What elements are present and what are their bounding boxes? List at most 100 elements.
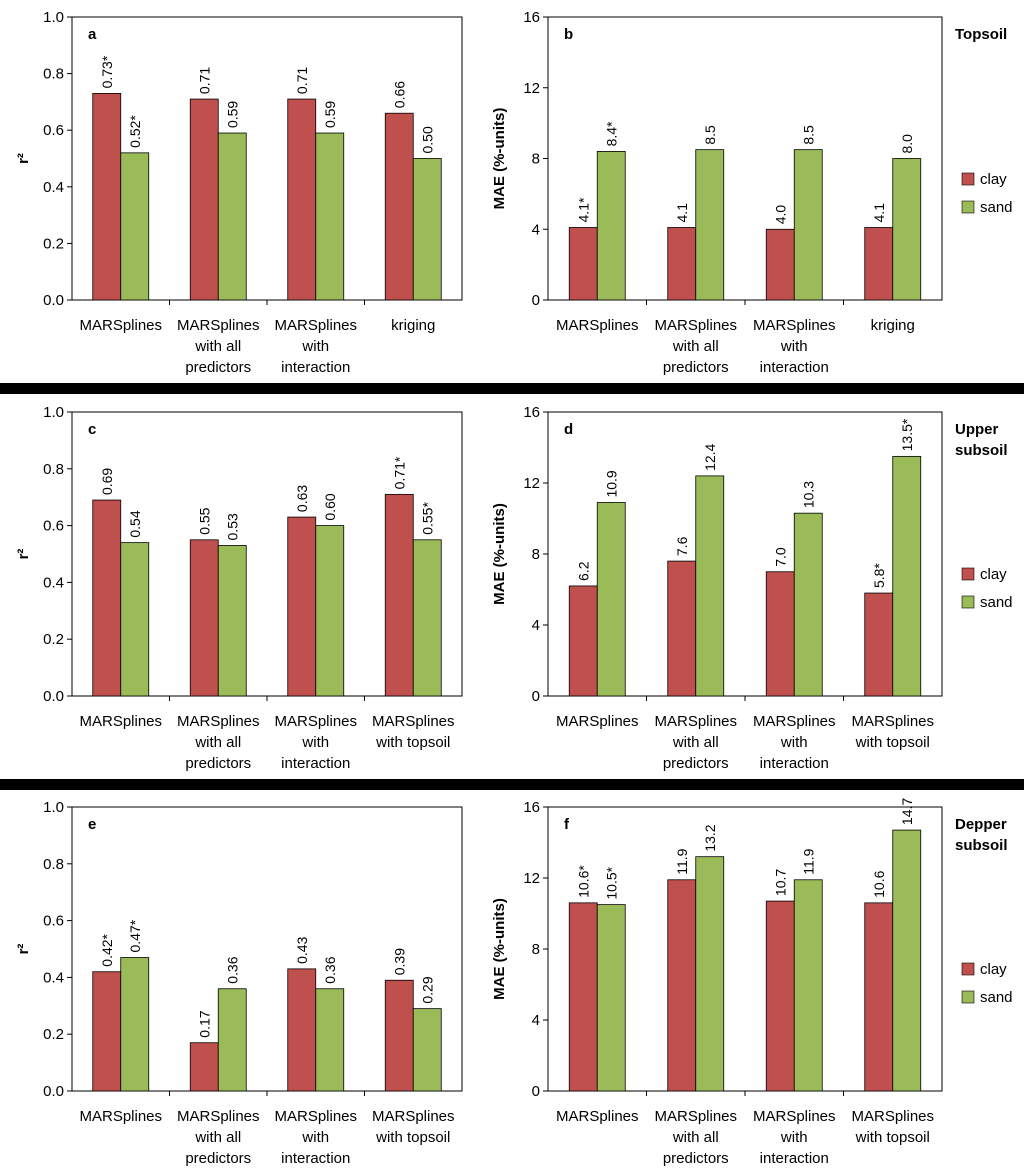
y-tick-label: 0.8 [43, 66, 64, 83]
bar-sand-4 [892, 158, 922, 301]
bar-clay-3 [287, 98, 317, 301]
chart-panel-e: 0.0 0.2 0.4 0.6 0.8 1.0 r² e 0.42* 0.47* MARSpline… [15, 799, 463, 1167]
row-separator-2 [0, 779, 1024, 790]
data-label-clay-4: 4.1 [871, 203, 887, 223]
bar-clay-2 [189, 98, 219, 301]
bar-clay-3 [765, 228, 795, 301]
data-label-clay-3: 0.43 [294, 936, 310, 963]
y-tick-label: 4 [532, 617, 540, 634]
category-label: interaction [281, 359, 350, 376]
y-tick-label: 16 [523, 9, 540, 26]
y-tick-label: 0.4 [43, 969, 64, 986]
y-axis-title: r² [15, 549, 32, 560]
bar-sand-1 [596, 502, 626, 697]
data-label-sand-4: 0.50 [419, 126, 435, 153]
data-label-clay-2: 4.1 [674, 203, 690, 223]
category-label: MARSplines [274, 713, 357, 730]
category-label: with topsoil [375, 734, 450, 751]
y-tick-label: 0.6 [43, 913, 64, 930]
panel-letter: f [564, 816, 570, 833]
y-tick-label: 0.0 [43, 688, 64, 705]
data-label-clay-1: 6.2 [575, 561, 591, 581]
bar-sand-1 [596, 904, 626, 1092]
y-tick-label: 0.6 [43, 518, 64, 535]
bar-sand-1 [596, 151, 626, 301]
data-label-sand-2: 13.2 [702, 824, 718, 851]
category-label: interaction [281, 755, 350, 772]
category-label: with [780, 1129, 808, 1146]
category-label: interaction [760, 1150, 829, 1167]
data-label-clay-1: 0.73* [99, 55, 115, 88]
y-tick-label: 4 [532, 1012, 540, 1029]
data-label-sand-3: 11.9 [800, 848, 816, 874]
bar-clay-2 [667, 560, 697, 697]
category-label: MARSplines [177, 317, 260, 334]
y-tick-label: 0.2 [43, 235, 64, 252]
y-axis-title: r² [15, 153, 32, 164]
data-label-sand-4: 14.7 [899, 798, 915, 825]
category-label: MARSplines [372, 1108, 455, 1125]
y-tick-label: 0.2 [43, 1026, 64, 1043]
y-axis-title: MAE (%-units) [491, 898, 508, 1000]
category-label: interaction [760, 755, 829, 772]
data-label-clay-2: 0.71 [196, 67, 212, 94]
data-label-sand-2: 8.5 [702, 125, 718, 145]
bar-clay-4 [864, 592, 894, 697]
category-label: with topsoil [375, 1129, 450, 1146]
row-label: Upper [955, 421, 999, 438]
bar-clay-1 [568, 227, 598, 301]
data-label-clay-2: 7.6 [674, 536, 690, 556]
legend-swatch-sand [961, 200, 975, 214]
category-label: MARSplines [851, 713, 934, 730]
y-tick-label: 16 [523, 799, 540, 816]
legend-swatch-sand [961, 595, 975, 609]
category-label: with all [194, 338, 241, 355]
y-tick-label: 1.0 [43, 9, 64, 26]
bar-sand-3 [793, 512, 823, 697]
bar-clay-4 [864, 227, 894, 301]
category-label: with [301, 338, 329, 355]
data-label-sand-1: 10.9 [603, 470, 619, 497]
bar-sand-2 [217, 988, 247, 1092]
category-label: kriging [871, 317, 915, 334]
data-label-sand-4: 0.55* [419, 502, 435, 535]
data-label-sand-1: 8.4* [603, 121, 619, 146]
row-separator-1 [0, 383, 1024, 394]
legend-swatch-clay [961, 172, 975, 186]
bar-sand-4 [412, 158, 442, 301]
legend-label-sand: sand [980, 594, 1013, 611]
bar-sand-2 [695, 856, 725, 1092]
chart-panel-a: 0.0 0.2 0.4 0.6 0.8 1.0 r² a0.73* 0.52* MARSpline… [15, 9, 463, 376]
y-tick-label: 8 [532, 151, 540, 168]
bar-sand-3 [315, 132, 345, 301]
category-label: MARSplines [556, 317, 639, 334]
data-label-clay-2: 0.55 [196, 507, 212, 534]
data-label-sand-3: 8.5 [800, 125, 816, 145]
panel-letter: d [564, 421, 573, 438]
legend-swatch-clay [961, 567, 975, 581]
category-label: interaction [760, 359, 829, 376]
data-label-sand-3: 0.59 [322, 101, 338, 128]
bar-sand-2 [695, 475, 725, 697]
category-label: MARSplines [177, 713, 260, 730]
category-label: predictors [663, 755, 729, 772]
bar-clay-1 [92, 93, 122, 301]
category-label: with [301, 1129, 329, 1146]
bar-sand-4 [412, 539, 442, 697]
category-label: MARSplines [79, 1108, 162, 1125]
data-label-clay-2: 11.9 [674, 848, 690, 874]
legend: clay sand [961, 961, 1013, 1006]
bar-clay-1 [92, 971, 122, 1092]
y-tick-label: 4 [532, 221, 540, 238]
y-tick-label: 12 [523, 870, 540, 887]
chart-panel-c: 0.0 0.2 0.4 0.6 0.8 1.0 r² c 0.69 0.54 MARSplines 0… [15, 404, 463, 772]
bar-sand-1 [120, 542, 150, 697]
bar-clay-4 [384, 112, 414, 301]
bar-sand-3 [793, 879, 823, 1092]
data-label-clay-3: 4.0 [772, 205, 788, 225]
y-tick-label: 0 [532, 292, 540, 309]
legend-swatch-sand [961, 990, 975, 1004]
bar-clay-4 [384, 979, 414, 1092]
data-label-clay-3: 0.71 [294, 67, 310, 94]
